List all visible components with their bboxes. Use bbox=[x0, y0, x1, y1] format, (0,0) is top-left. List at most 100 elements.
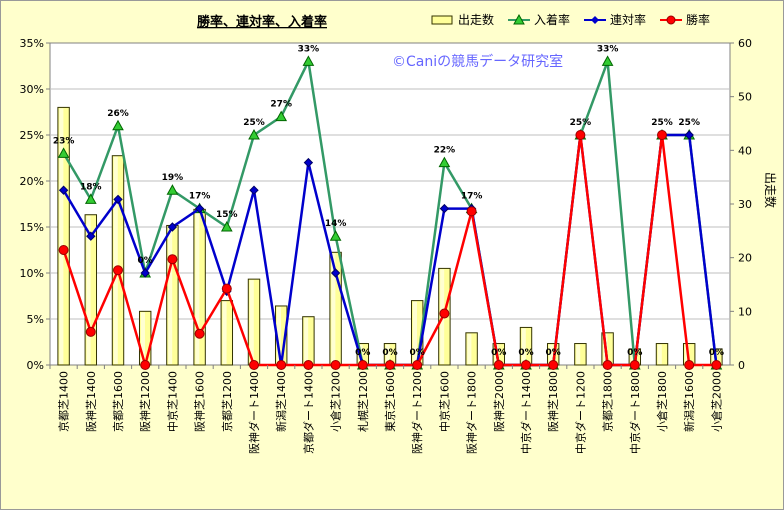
series-point bbox=[302, 55, 315, 66]
x-tick-label: 新潟芝1400 bbox=[274, 371, 288, 432]
bar-highlight bbox=[712, 349, 717, 364]
legend-label: 連対率 bbox=[610, 12, 646, 27]
series-point bbox=[412, 360, 423, 370]
data-label: 0% bbox=[518, 348, 533, 358]
series-point bbox=[330, 360, 341, 370]
x-tick-label: 阪神芝1200 bbox=[138, 371, 152, 432]
x-tick-label: 中京芝1600 bbox=[437, 371, 451, 432]
bar-highlight bbox=[113, 156, 118, 364]
bar-highlight bbox=[467, 333, 472, 364]
series-point bbox=[357, 360, 368, 370]
data-labels: 23% 18% 26% 0% 19% 17% 15% 25% 27% 33% 14% 0% 0% 0% 22… bbox=[53, 44, 724, 358]
series-point bbox=[220, 220, 233, 232]
x-tick-label: 京都芝1200 bbox=[220, 371, 234, 432]
y-right-tick-label: 20 bbox=[738, 252, 752, 265]
series-point bbox=[113, 194, 123, 205]
data-label: 23% bbox=[53, 136, 75, 146]
data-label: 19% bbox=[162, 173, 184, 183]
x-tick-label: 中京ダート1400 bbox=[519, 371, 533, 454]
series-point bbox=[303, 360, 314, 370]
x-tick-label: 中京ダート1800 bbox=[628, 371, 642, 454]
x-tick-label: 小倉芝1800 bbox=[655, 371, 669, 432]
series-point bbox=[439, 203, 450, 214]
series-point bbox=[684, 130, 694, 140]
data-label: 0% bbox=[138, 256, 153, 266]
legend-label: 勝率 bbox=[686, 12, 710, 27]
chart-title: 勝率、連対率、入着率 bbox=[197, 14, 327, 30]
y-left-tick-label: 15% bbox=[20, 221, 44, 234]
bar-highlight bbox=[304, 317, 309, 364]
y-axis-right-ticks: 0 10 20 30 40 50 60 bbox=[730, 37, 752, 372]
series-point bbox=[602, 360, 613, 370]
bar-highlight bbox=[276, 306, 281, 364]
bar-highlight bbox=[412, 301, 417, 364]
x-tick-label: 小倉芝2000 bbox=[709, 371, 723, 432]
y-left-tick-label: 20% bbox=[20, 175, 44, 188]
legend-swatch bbox=[431, 15, 453, 25]
y-right-tick-label: 10 bbox=[738, 305, 752, 318]
data-label: 33% bbox=[597, 44, 619, 54]
series-point bbox=[194, 203, 205, 214]
data-label: 27% bbox=[270, 100, 292, 110]
data-label: 0% bbox=[382, 348, 397, 358]
series-point bbox=[85, 326, 96, 337]
data-label: 0% bbox=[355, 348, 370, 358]
y-left-tick-label: 35% bbox=[20, 37, 44, 50]
data-label: 0% bbox=[491, 348, 506, 358]
series-point bbox=[493, 360, 504, 370]
series-point bbox=[140, 360, 151, 370]
x-axis-ticks: 京都芝1400 阪神芝1400 京都芝1600 阪神芝1200 中京芝1400 阪神芝16… bbox=[49, 365, 723, 454]
bar-highlight bbox=[521, 328, 526, 364]
series-point bbox=[167, 222, 178, 232]
x-tick-label: 京都芝1400 bbox=[57, 371, 71, 432]
gridlines bbox=[50, 88, 730, 320]
legend-marker bbox=[513, 13, 525, 25]
data-label: 0% bbox=[709, 348, 724, 358]
bar-highlight bbox=[222, 301, 227, 364]
y-left-tick-label: 5% bbox=[27, 313, 44, 326]
series-point bbox=[711, 360, 722, 370]
bar-highlight bbox=[385, 344, 390, 364]
bar-highlight bbox=[630, 349, 635, 364]
series-point bbox=[438, 156, 451, 168]
legend-label: 入着率 bbox=[534, 12, 570, 27]
series-point bbox=[166, 184, 179, 195]
legend-label: 出走数 bbox=[458, 12, 494, 27]
legend: 出走数 入着率 連対率 勝率 bbox=[431, 12, 710, 27]
series-point bbox=[385, 360, 395, 370]
series-point bbox=[601, 55, 614, 66]
x-tick-label: 新潟芝1600 bbox=[682, 371, 696, 432]
x-tick-label: 阪神芝1600 bbox=[193, 371, 207, 432]
bar-highlight bbox=[331, 253, 336, 364]
x-tick-label: 京都芝1800 bbox=[601, 371, 615, 432]
x-tick-label: 札幌芝1200 bbox=[356, 371, 370, 432]
series-point bbox=[57, 147, 70, 158]
data-label: 17% bbox=[189, 192, 211, 202]
series-point bbox=[657, 130, 667, 140]
line-series bbox=[57, 55, 723, 370]
bar bbox=[465, 332, 478, 366]
y-axis-left-ticks: 0% 5% 10% 15% 20% 25% 30% 35% bbox=[20, 37, 50, 372]
bar bbox=[574, 343, 587, 366]
x-tick-label: 阪神ダート1800 bbox=[465, 371, 479, 454]
bar-highlight bbox=[249, 280, 254, 364]
data-label: 0% bbox=[410, 348, 425, 358]
bar bbox=[111, 155, 125, 366]
y-left-tick-label: 25% bbox=[20, 129, 44, 142]
series-point bbox=[275, 110, 288, 122]
series-point bbox=[113, 265, 123, 276]
y-left-tick-label: 30% bbox=[20, 83, 44, 96]
x-tick-label: 京都芝1600 bbox=[111, 371, 125, 432]
y-right-tick-label: 0 bbox=[738, 359, 745, 372]
series-point bbox=[439, 308, 450, 319]
series-point bbox=[221, 283, 232, 294]
x-tick-label: 中京芝1400 bbox=[165, 371, 179, 432]
x-tick-label: 阪神ダート1200 bbox=[410, 371, 424, 454]
bar-highlight bbox=[168, 226, 173, 364]
series-point bbox=[58, 245, 69, 255]
bar-highlight bbox=[548, 344, 553, 364]
series-point bbox=[629, 360, 640, 370]
bar bbox=[655, 343, 669, 366]
data-label: 14% bbox=[325, 219, 347, 229]
